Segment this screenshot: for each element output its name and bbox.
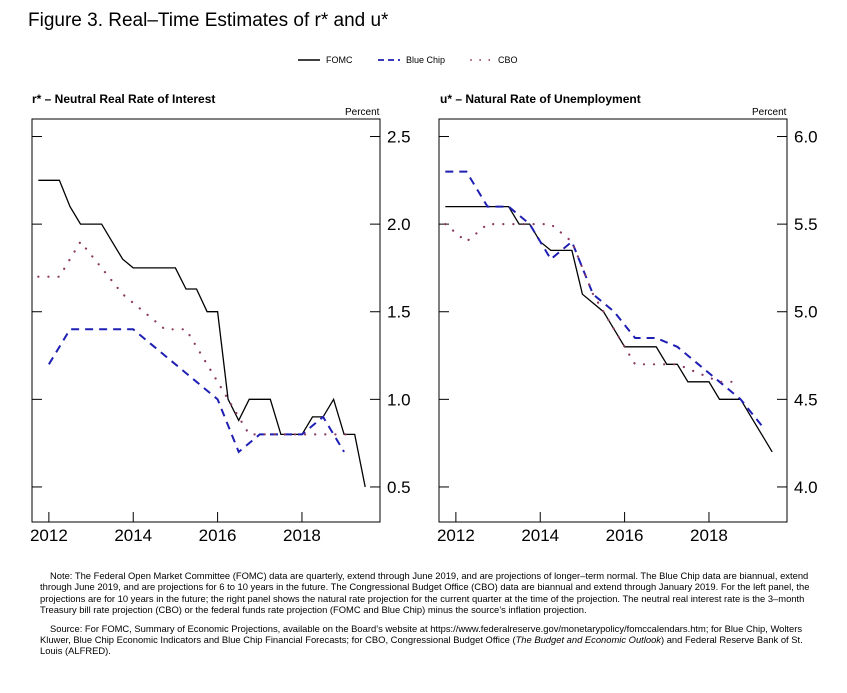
chart-canvas: 0.5 1.0 1.5 2.0 2.5 2012 2014 2016 2018 4.0 4.5 5.0… [30, 118, 818, 545]
figure-notes: Note: The Federal Open Market Committee … [40, 570, 810, 657]
right-ytick-label: 5.5 [794, 215, 818, 234]
right-xtick-label: 2014 [521, 526, 559, 545]
note-paragraph: Note: The Federal Open Market Committee … [40, 570, 810, 616]
left-ytick-label: 2.5 [387, 128, 411, 147]
right-xtick-label: 2016 [606, 526, 644, 545]
left-plot-frame [31, 118, 381, 523]
right-ytick-label: 4.0 [794, 478, 818, 497]
left-series-blue-chip [48, 328, 345, 454]
right-panel-title: u* – Natural Rate of Unemployment [440, 92, 641, 106]
right-panel-ylabel: Percent [752, 107, 787, 118]
left-series-cbo [37, 239, 356, 436]
legend-swatch-cbo [470, 59, 492, 61]
right-plot-frame [438, 118, 788, 523]
right-xtick-label: 2018 [690, 526, 728, 545]
left-ytick-label: 0.5 [387, 478, 411, 497]
legend-label-cbo: CBO [498, 55, 518, 65]
legend-label-fomc: FOMC [326, 55, 353, 65]
legend-swatch-fomc [298, 59, 320, 61]
right-series-blue-chip [445, 170, 763, 427]
source-text-2: ) and Federal Reserve Bank of St. Louis … [40, 634, 803, 657]
source-paragraph: Source: For FOMC, Summary of Economic Pr… [40, 623, 810, 657]
note-label: Note: [50, 570, 73, 581]
figure-title: Figure 3. Real–Time Estimates of r* and … [28, 10, 389, 31]
source-text-1: For FOMC, Summary of Economic Projection… [40, 622, 803, 646]
left-panel-ylabel: Percent [345, 107, 380, 118]
right-series-cbo [444, 223, 742, 383]
right-ytick-label: 5.0 [794, 303, 818, 322]
source-italic-1: The Budget and Economic Outlook [515, 634, 661, 646]
right-xtick-label: 2012 [437, 526, 475, 545]
legend-item-fomc: FOMC [298, 55, 353, 65]
legend-label-blue-chip: Blue Chip [406, 55, 446, 65]
left-ytick-label: 2.0 [387, 215, 411, 234]
chart-legend: FOMC Blue Chip CBO [0, 55, 847, 75]
left-ytick-label: 1.0 [387, 390, 411, 409]
legend-swatch-blue-chip [378, 59, 400, 61]
source-label: Source: [50, 622, 83, 634]
legend-item-cbo: CBO [470, 55, 518, 65]
right-ytick-label: 6.0 [794, 128, 818, 147]
left-xtick-label: 2016 [199, 526, 237, 545]
left-xtick-label: 2018 [283, 526, 321, 545]
note-text: The Federal Open Market Committee (FOMC)… [40, 570, 810, 616]
left-panel-title: r* – Neutral Real Rate of Interest [32, 92, 216, 106]
right-series-fomc [445, 205, 773, 453]
legend-item-blue-chip: Blue Chip [378, 55, 445, 65]
left-series-fomc [38, 179, 366, 488]
left-xtick-label: 2012 [30, 526, 68, 545]
left-xtick-label: 2014 [114, 526, 152, 545]
right-ytick-label: 4.5 [794, 390, 818, 409]
left-ytick-label: 1.5 [387, 303, 411, 322]
